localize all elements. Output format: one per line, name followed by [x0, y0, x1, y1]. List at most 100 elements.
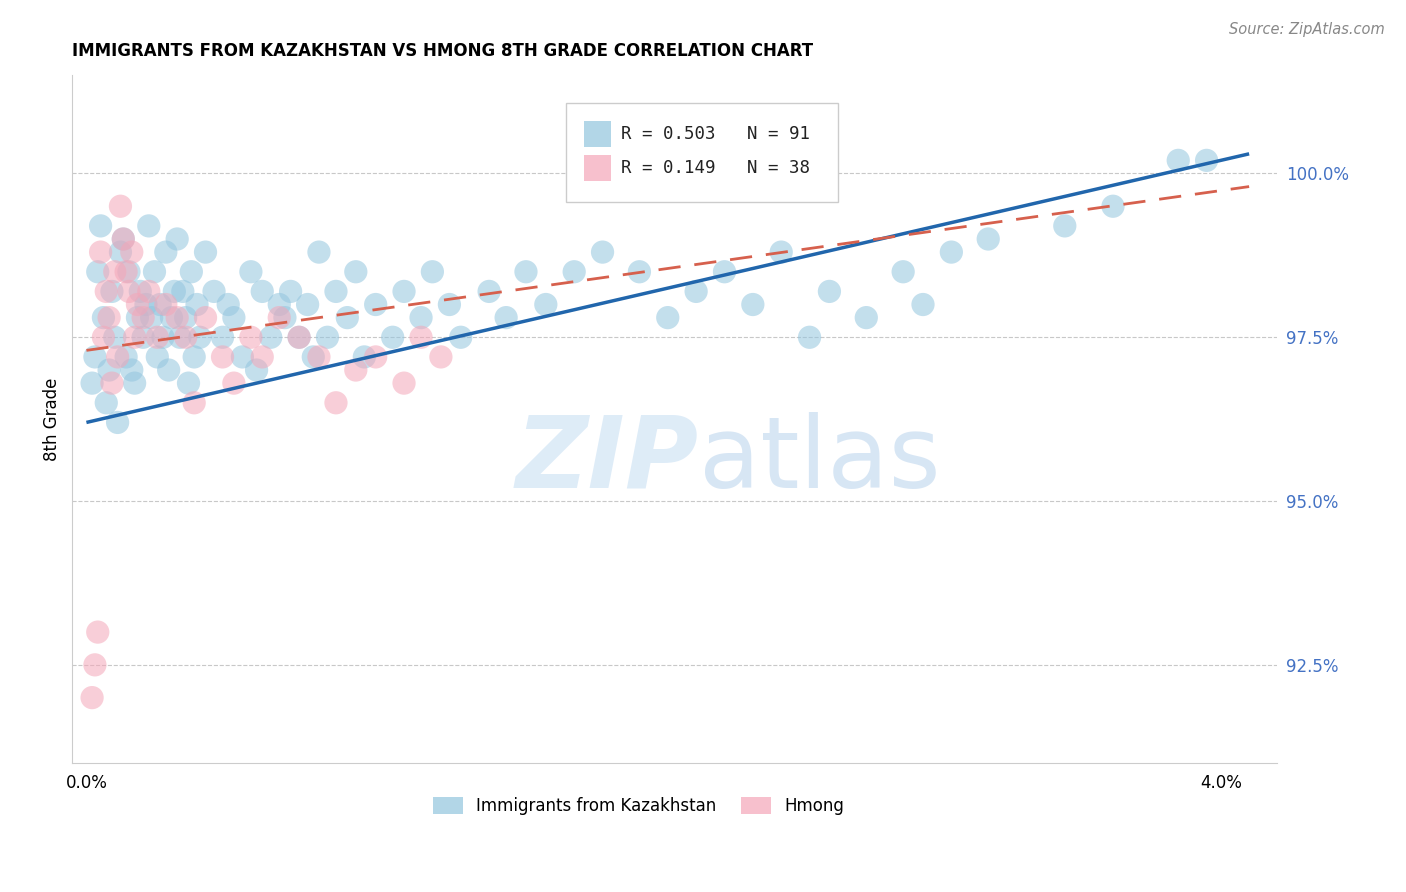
Point — [353, 350, 375, 364]
Point — [685, 285, 707, 299]
Point — [818, 285, 841, 299]
Point — [188, 330, 211, 344]
Point — [84, 350, 107, 364]
Point — [93, 310, 115, 325]
Point — [657, 310, 679, 325]
Point — [941, 245, 963, 260]
Point — [194, 245, 217, 260]
Point — [104, 265, 127, 279]
Point — [211, 350, 233, 364]
Point — [409, 310, 432, 325]
Point — [107, 350, 129, 364]
Point — [855, 310, 877, 325]
Point — [174, 310, 197, 325]
Text: IMMIGRANTS FROM KAZAKHSTAN VS HMONG 8TH GRADE CORRELATION CHART: IMMIGRANTS FROM KAZAKHSTAN VS HMONG 8TH … — [72, 42, 813, 60]
Point — [911, 297, 934, 311]
Point — [90, 219, 112, 233]
Point — [409, 330, 432, 344]
Point — [146, 350, 169, 364]
Point — [316, 330, 339, 344]
Point — [115, 350, 138, 364]
Point — [288, 330, 311, 344]
Point — [364, 297, 387, 311]
Point — [186, 297, 208, 311]
Point — [222, 310, 245, 325]
Point — [118, 285, 141, 299]
Point — [135, 297, 157, 311]
Point — [799, 330, 821, 344]
Point — [177, 376, 200, 391]
Point — [392, 376, 415, 391]
Point — [741, 297, 763, 311]
Point — [155, 245, 177, 260]
Point — [231, 350, 253, 364]
Point — [422, 265, 444, 279]
Point — [124, 330, 146, 344]
Point — [269, 310, 291, 325]
Point — [325, 396, 347, 410]
Point — [160, 310, 183, 325]
Point — [302, 350, 325, 364]
Point — [495, 310, 517, 325]
FancyBboxPatch shape — [567, 103, 838, 202]
Point — [211, 330, 233, 344]
Point — [183, 350, 205, 364]
Point — [239, 330, 262, 344]
Point — [80, 690, 103, 705]
Point — [115, 265, 138, 279]
Point — [1167, 153, 1189, 168]
Point — [364, 350, 387, 364]
Point — [172, 285, 194, 299]
Point — [336, 310, 359, 325]
Point — [450, 330, 472, 344]
Point — [98, 363, 121, 377]
Point — [138, 219, 160, 233]
Y-axis label: 8th Grade: 8th Grade — [44, 377, 60, 461]
Point — [80, 376, 103, 391]
Text: R = 0.149   N = 38: R = 0.149 N = 38 — [620, 159, 810, 178]
Point — [280, 285, 302, 299]
Point — [107, 416, 129, 430]
Point — [217, 297, 239, 311]
Point — [713, 265, 735, 279]
Point — [392, 285, 415, 299]
Bar — [585, 155, 612, 181]
Point — [96, 396, 118, 410]
Point — [430, 350, 453, 364]
Point — [252, 350, 274, 364]
Point — [87, 625, 110, 640]
Point — [344, 363, 367, 377]
Point — [152, 330, 174, 344]
Point — [101, 285, 124, 299]
Point — [84, 657, 107, 672]
Point — [274, 310, 297, 325]
Point — [110, 245, 132, 260]
Point — [169, 330, 191, 344]
Point — [96, 285, 118, 299]
Point — [202, 285, 225, 299]
Text: ZIP: ZIP — [516, 412, 699, 509]
Bar — [585, 120, 612, 147]
Point — [222, 376, 245, 391]
Point — [87, 265, 110, 279]
Point — [138, 285, 160, 299]
Point — [891, 265, 914, 279]
Text: Source: ZipAtlas.com: Source: ZipAtlas.com — [1229, 22, 1385, 37]
Point — [308, 245, 330, 260]
Point — [141, 310, 163, 325]
Point — [308, 350, 330, 364]
Point — [101, 376, 124, 391]
Point — [166, 310, 188, 325]
Point — [515, 265, 537, 279]
Point — [562, 265, 585, 279]
Point — [93, 330, 115, 344]
Point — [592, 245, 614, 260]
Point — [121, 363, 143, 377]
Point — [183, 396, 205, 410]
Point — [146, 330, 169, 344]
Point — [163, 285, 186, 299]
Point — [132, 310, 155, 325]
Point — [155, 297, 177, 311]
Point — [124, 376, 146, 391]
Point — [157, 363, 180, 377]
